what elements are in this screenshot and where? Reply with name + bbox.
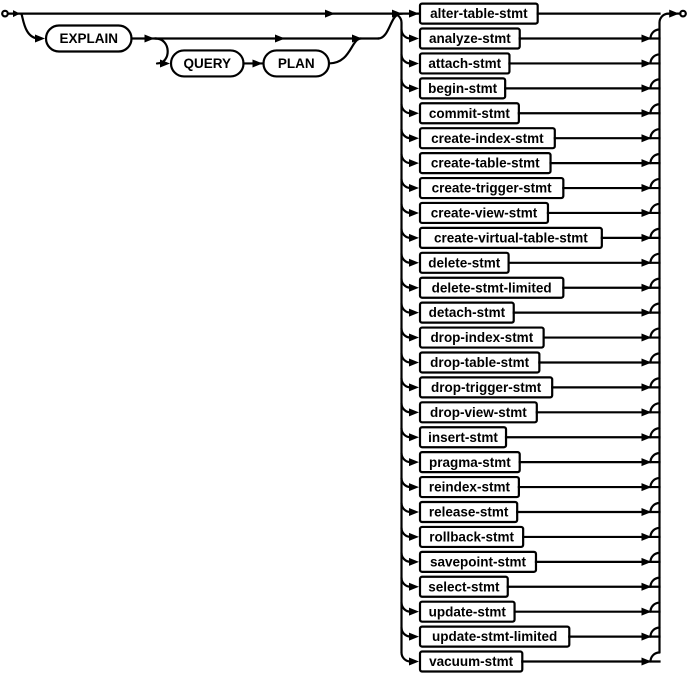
svg-text:drop-trigger-stmt: drop-trigger-stmt <box>431 380 542 395</box>
svg-text:create-view-stmt: create-view-stmt <box>431 206 538 221</box>
svg-text:create-virtual-table-stmt: create-virtual-table-stmt <box>434 230 588 245</box>
svg-text:analyze-stmt: analyze-stmt <box>429 31 511 46</box>
svg-text:select-stmt: select-stmt <box>428 579 500 594</box>
svg-text:insert-stmt: insert-stmt <box>428 430 498 445</box>
svg-text:create-table-stmt: create-table-stmt <box>431 156 540 171</box>
svg-text:delete-stmt-limited: delete-stmt-limited <box>432 280 552 295</box>
svg-text:commit-stmt: commit-stmt <box>429 106 511 121</box>
svg-text:update-stmt: update-stmt <box>429 604 507 619</box>
svg-text:drop-table-stmt: drop-table-stmt <box>430 355 530 370</box>
svg-text:create-index-stmt: create-index-stmt <box>431 131 544 146</box>
svg-text:rollback-stmt: rollback-stmt <box>429 530 514 545</box>
svg-text:vacuum-stmt: vacuum-stmt <box>429 654 514 669</box>
svg-text:begin-stmt: begin-stmt <box>428 81 498 96</box>
svg-text:PLAN: PLAN <box>278 56 315 71</box>
svg-text:alter-table-stmt: alter-table-stmt <box>430 6 528 21</box>
svg-text:pragma-stmt: pragma-stmt <box>429 455 511 470</box>
svg-text:savepoint-stmt: savepoint-stmt <box>430 554 527 569</box>
svg-text:detach-stmt: detach-stmt <box>429 305 506 320</box>
svg-text:create-trigger-stmt: create-trigger-stmt <box>432 181 553 196</box>
svg-text:drop-index-stmt: drop-index-stmt <box>430 330 533 345</box>
svg-text:QUERY: QUERY <box>183 56 231 71</box>
svg-text:update-stmt-limited: update-stmt-limited <box>432 629 557 644</box>
svg-text:reindex-stmt: reindex-stmt <box>429 480 511 495</box>
svg-text:attach-stmt: attach-stmt <box>428 56 501 71</box>
svg-text:release-stmt: release-stmt <box>429 505 509 520</box>
svg-text:drop-view-stmt: drop-view-stmt <box>430 405 527 420</box>
svg-text:delete-stmt: delete-stmt <box>428 255 501 270</box>
svg-text:EXPLAIN: EXPLAIN <box>59 31 118 46</box>
